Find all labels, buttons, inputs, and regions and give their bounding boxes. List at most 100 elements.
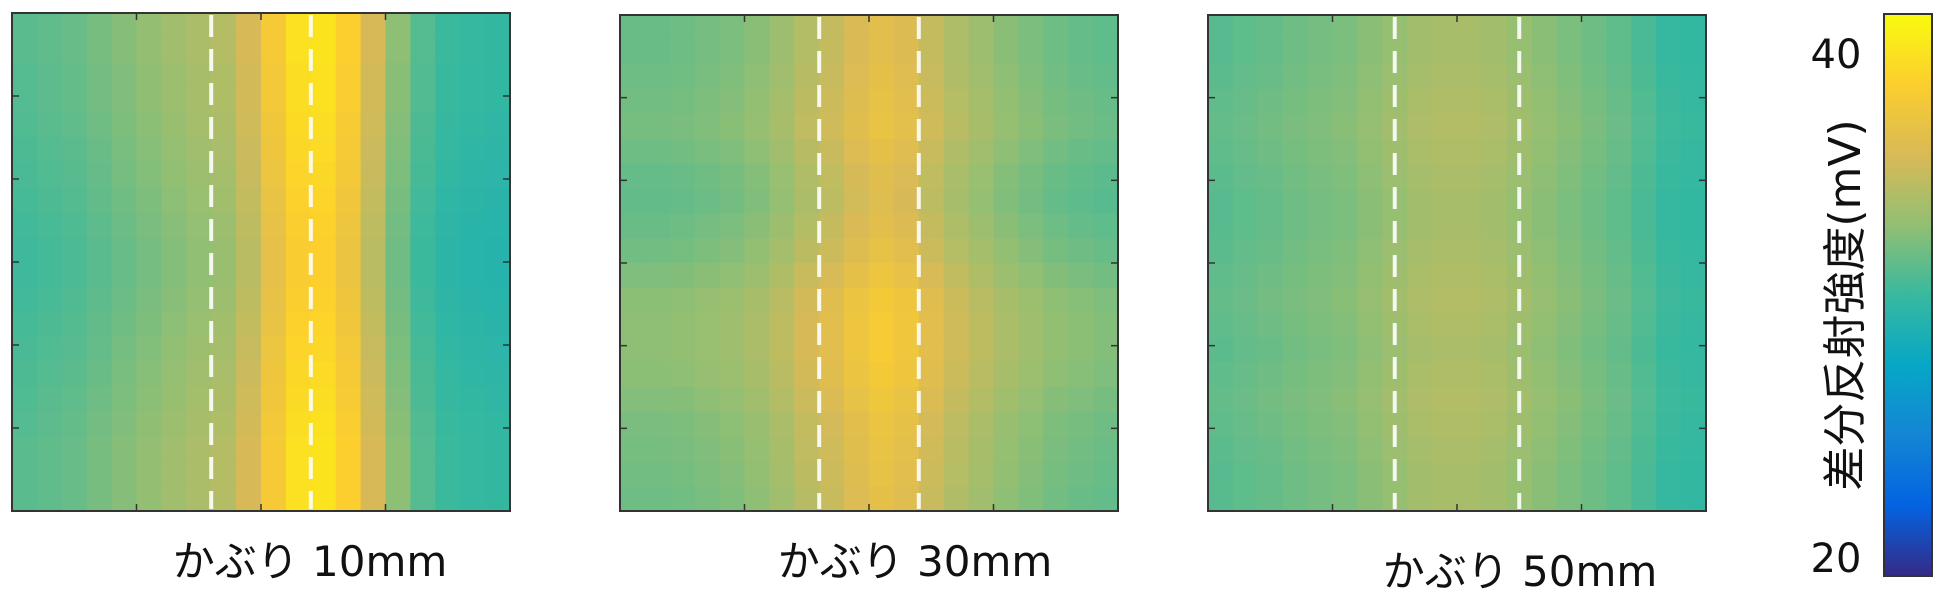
- heatmap-cell: [694, 139, 721, 165]
- heatmap-cell: [1068, 486, 1094, 512]
- heatmap-cell: [485, 37, 511, 64]
- heatmap-cell: [211, 436, 237, 462]
- heatmap-cell: [385, 262, 411, 288]
- heatmap-cell: [211, 486, 237, 512]
- panel-caption-10mm: かぶり 10mm: [172, 537, 448, 586]
- heatmap-cell: [869, 387, 895, 413]
- heatmap-cell: [485, 62, 511, 89]
- heatmap-cell: [644, 139, 671, 165]
- heatmap-cell: [335, 37, 362, 64]
- heatmap-cell: [769, 188, 795, 214]
- heatmap-cell: [719, 89, 746, 115]
- heatmap-cell: [1581, 114, 1607, 140]
- heatmap-cell: [460, 137, 486, 163]
- heatmap-cell: [1531, 436, 1558, 462]
- heatmap-cell: [1018, 411, 1044, 438]
- heatmap-cell: [1093, 139, 1119, 165]
- heatmap-cell: [719, 139, 746, 165]
- heatmap-cell: [844, 139, 870, 165]
- heatmap-cell: [1581, 486, 1607, 512]
- heatmap-cell: [993, 362, 1019, 388]
- heatmap-cell: [769, 411, 795, 438]
- heatmap-cell: [1332, 139, 1358, 165]
- heatmap-cell: [1307, 89, 1334, 115]
- heatmap-cell: [435, 262, 461, 288]
- heatmap-cell: [794, 387, 820, 413]
- heatmap-cell: [1332, 312, 1358, 338]
- heatmap-cell: [794, 362, 820, 388]
- heatmap-cell: [1432, 163, 1458, 190]
- heatmap-cell: [1093, 114, 1119, 140]
- heatmap-cell: [1043, 89, 1069, 115]
- heatmap-cell: [1332, 287, 1358, 314]
- heatmap-cell: [1043, 163, 1069, 190]
- heatmap-cell: [1556, 461, 1583, 487]
- heatmap-cell: [435, 162, 461, 188]
- heatmap-cell: [1068, 362, 1094, 388]
- heatmap-cell: [285, 286, 312, 313]
- heatmap-cell: [644, 436, 671, 462]
- heatmap-cell: [918, 139, 945, 165]
- heatmap-cell: [1481, 263, 1508, 289]
- heatmap-cell: [1232, 188, 1259, 214]
- heatmap-cell: [1257, 39, 1284, 66]
- heatmap-cell: [261, 137, 287, 163]
- heatmap-cell: [86, 137, 113, 163]
- heatmap-cell: [236, 112, 262, 139]
- heatmap-cell: [12, 112, 38, 139]
- heatmap-cell: [993, 387, 1019, 413]
- heatmap-cell: [86, 162, 113, 188]
- panel-caption-50mm: かぶり 50mm: [1382, 547, 1658, 596]
- heatmap-cell: [1606, 362, 1632, 388]
- heatmap-cell: [1208, 139, 1234, 165]
- heatmap-cell: [236, 486, 262, 512]
- heatmap-cell: [111, 262, 138, 288]
- heatmap-cell: [993, 238, 1019, 264]
- heatmap-cell: [1556, 64, 1583, 90]
- heatmap-cell: [1531, 362, 1558, 388]
- heatmap-cell: [1068, 188, 1094, 214]
- heatmap-cell: [893, 436, 920, 462]
- heatmap-cell: [385, 361, 411, 388]
- heatmap-cell: [719, 337, 746, 363]
- heatmap-cell: [1407, 461, 1433, 487]
- heatmap-cell: [669, 387, 696, 413]
- heatmap-cell: [1332, 15, 1358, 41]
- heatmap-cell: [335, 311, 362, 338]
- heatmap-cell: [794, 287, 820, 314]
- heatmap-cell: [1656, 362, 1682, 388]
- heatmap-cell: [1606, 461, 1632, 487]
- heatmap-cell: [744, 411, 770, 438]
- heatmap-cell: [694, 263, 721, 289]
- heatmap-cell: [943, 461, 970, 487]
- heatmap-cell: [61, 112, 88, 139]
- heatmap-cell: [844, 163, 870, 190]
- heatmap-cell: [869, 411, 895, 438]
- heatmap-cell: [36, 137, 63, 163]
- heatmap-cell: [1282, 188, 1309, 214]
- heatmap-cell: [1457, 387, 1483, 413]
- heatmap-cell: [669, 114, 696, 140]
- heatmap-cell: [261, 461, 287, 487]
- heatmap-cell: [1556, 15, 1583, 41]
- heatmap-cell: [360, 137, 387, 163]
- heatmap-cell: [186, 187, 212, 213]
- heatmap-cell: [1018, 263, 1044, 289]
- heatmap-cell: [993, 486, 1019, 512]
- heatmap-cell: [385, 62, 411, 89]
- heatmap-cell: [111, 311, 138, 338]
- heatmap-cell: [943, 15, 970, 41]
- heatmap-cell: [1606, 64, 1632, 90]
- heatmap-cell: [236, 336, 262, 363]
- heatmap-cell: [719, 188, 746, 214]
- heatmap-cell: [12, 137, 38, 163]
- heatmap-cell: [1656, 411, 1682, 438]
- heatmap-cell: [1606, 139, 1632, 165]
- heatmap-cell: [435, 87, 461, 114]
- heatmap-cell: [61, 386, 88, 412]
- heatmap-cell: [335, 13, 362, 39]
- heatmap-cell: [310, 237, 337, 263]
- heatmap-cell: [161, 37, 187, 64]
- heatmap-cell: [310, 436, 337, 462]
- heatmap-cell: [644, 64, 671, 90]
